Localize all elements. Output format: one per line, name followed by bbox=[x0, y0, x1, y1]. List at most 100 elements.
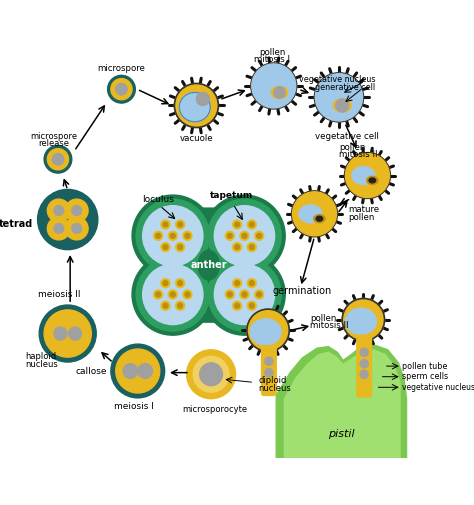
Circle shape bbox=[233, 220, 242, 229]
Ellipse shape bbox=[250, 319, 281, 345]
Text: vegetative cell: vegetative cell bbox=[315, 132, 379, 141]
Circle shape bbox=[178, 222, 182, 227]
Text: vegetative nucleus: vegetative nucleus bbox=[401, 383, 474, 392]
Circle shape bbox=[161, 301, 170, 310]
Circle shape bbox=[185, 292, 190, 297]
Text: mitosis II: mitosis II bbox=[339, 150, 377, 159]
Circle shape bbox=[161, 279, 170, 288]
Circle shape bbox=[111, 79, 132, 100]
Text: haploid: haploid bbox=[26, 352, 56, 361]
Circle shape bbox=[235, 281, 239, 286]
Text: release: release bbox=[38, 139, 69, 148]
Circle shape bbox=[204, 254, 285, 335]
Text: nucleus: nucleus bbox=[258, 384, 291, 392]
Circle shape bbox=[214, 206, 274, 266]
Ellipse shape bbox=[316, 216, 323, 221]
Circle shape bbox=[54, 224, 64, 233]
Circle shape bbox=[274, 87, 285, 98]
Text: pollen: pollen bbox=[310, 314, 337, 323]
Text: vacuole: vacuole bbox=[180, 133, 213, 142]
Text: germination: germination bbox=[273, 286, 332, 296]
Text: pollen: pollen bbox=[259, 48, 285, 57]
Circle shape bbox=[345, 153, 390, 198]
Circle shape bbox=[178, 281, 182, 286]
Circle shape bbox=[336, 99, 349, 112]
Circle shape bbox=[163, 304, 168, 308]
Circle shape bbox=[315, 73, 364, 122]
Circle shape bbox=[65, 199, 88, 222]
Circle shape bbox=[138, 364, 153, 378]
Text: tapetum: tapetum bbox=[210, 191, 253, 200]
Circle shape bbox=[257, 233, 262, 238]
Circle shape bbox=[65, 217, 88, 240]
Circle shape bbox=[247, 309, 289, 351]
Circle shape bbox=[174, 83, 219, 127]
Circle shape bbox=[178, 304, 182, 308]
Circle shape bbox=[228, 292, 232, 297]
Ellipse shape bbox=[369, 178, 375, 183]
Circle shape bbox=[143, 206, 203, 266]
Circle shape bbox=[196, 92, 210, 106]
Circle shape bbox=[242, 233, 247, 238]
Circle shape bbox=[247, 279, 256, 288]
Circle shape bbox=[136, 199, 210, 273]
Text: diploid: diploid bbox=[258, 376, 287, 385]
Circle shape bbox=[116, 83, 127, 95]
Circle shape bbox=[176, 242, 184, 251]
Circle shape bbox=[187, 350, 236, 399]
FancyBboxPatch shape bbox=[171, 208, 246, 322]
Text: pollen: pollen bbox=[349, 214, 375, 222]
Text: mature: mature bbox=[349, 205, 380, 214]
Circle shape bbox=[200, 363, 222, 386]
Circle shape bbox=[251, 63, 297, 109]
Circle shape bbox=[54, 327, 67, 340]
Circle shape bbox=[225, 231, 234, 240]
Ellipse shape bbox=[366, 176, 378, 184]
Circle shape bbox=[255, 290, 264, 299]
Circle shape bbox=[44, 310, 91, 357]
Circle shape bbox=[249, 281, 254, 286]
Circle shape bbox=[47, 217, 70, 240]
Circle shape bbox=[242, 292, 247, 297]
Circle shape bbox=[170, 292, 175, 297]
Ellipse shape bbox=[299, 205, 322, 223]
Circle shape bbox=[123, 364, 138, 378]
Circle shape bbox=[54, 206, 64, 216]
Text: meiosis II: meiosis II bbox=[38, 290, 81, 299]
Circle shape bbox=[176, 301, 184, 310]
Circle shape bbox=[360, 348, 368, 357]
Circle shape bbox=[235, 244, 239, 249]
Circle shape bbox=[52, 154, 64, 165]
Circle shape bbox=[108, 75, 135, 103]
Circle shape bbox=[233, 242, 242, 251]
Circle shape bbox=[185, 233, 190, 238]
Circle shape bbox=[315, 74, 363, 121]
Text: generative cell: generative cell bbox=[316, 83, 375, 92]
Circle shape bbox=[342, 298, 384, 341]
Text: mitosis II: mitosis II bbox=[310, 321, 349, 330]
Circle shape bbox=[247, 301, 256, 310]
Circle shape bbox=[72, 206, 82, 216]
Circle shape bbox=[292, 192, 337, 236]
Text: microspore: microspore bbox=[98, 64, 146, 73]
Circle shape bbox=[183, 231, 192, 240]
Ellipse shape bbox=[314, 215, 325, 223]
Circle shape bbox=[163, 222, 168, 227]
Text: loculus: loculus bbox=[142, 195, 174, 205]
Text: microsporocyte: microsporocyte bbox=[182, 405, 248, 414]
Circle shape bbox=[233, 279, 242, 288]
Text: meiosis I: meiosis I bbox=[114, 402, 154, 412]
Ellipse shape bbox=[352, 167, 375, 184]
Circle shape bbox=[39, 305, 96, 362]
Text: anther: anther bbox=[190, 260, 227, 270]
Text: tetrad: tetrad bbox=[0, 219, 34, 229]
Circle shape bbox=[204, 195, 285, 277]
Text: sperm cells: sperm cells bbox=[401, 372, 448, 381]
Circle shape bbox=[163, 244, 168, 249]
Circle shape bbox=[214, 264, 274, 325]
Circle shape bbox=[225, 290, 234, 299]
Circle shape bbox=[136, 258, 210, 331]
Ellipse shape bbox=[198, 250, 219, 280]
FancyBboxPatch shape bbox=[262, 346, 276, 395]
Circle shape bbox=[292, 191, 337, 237]
